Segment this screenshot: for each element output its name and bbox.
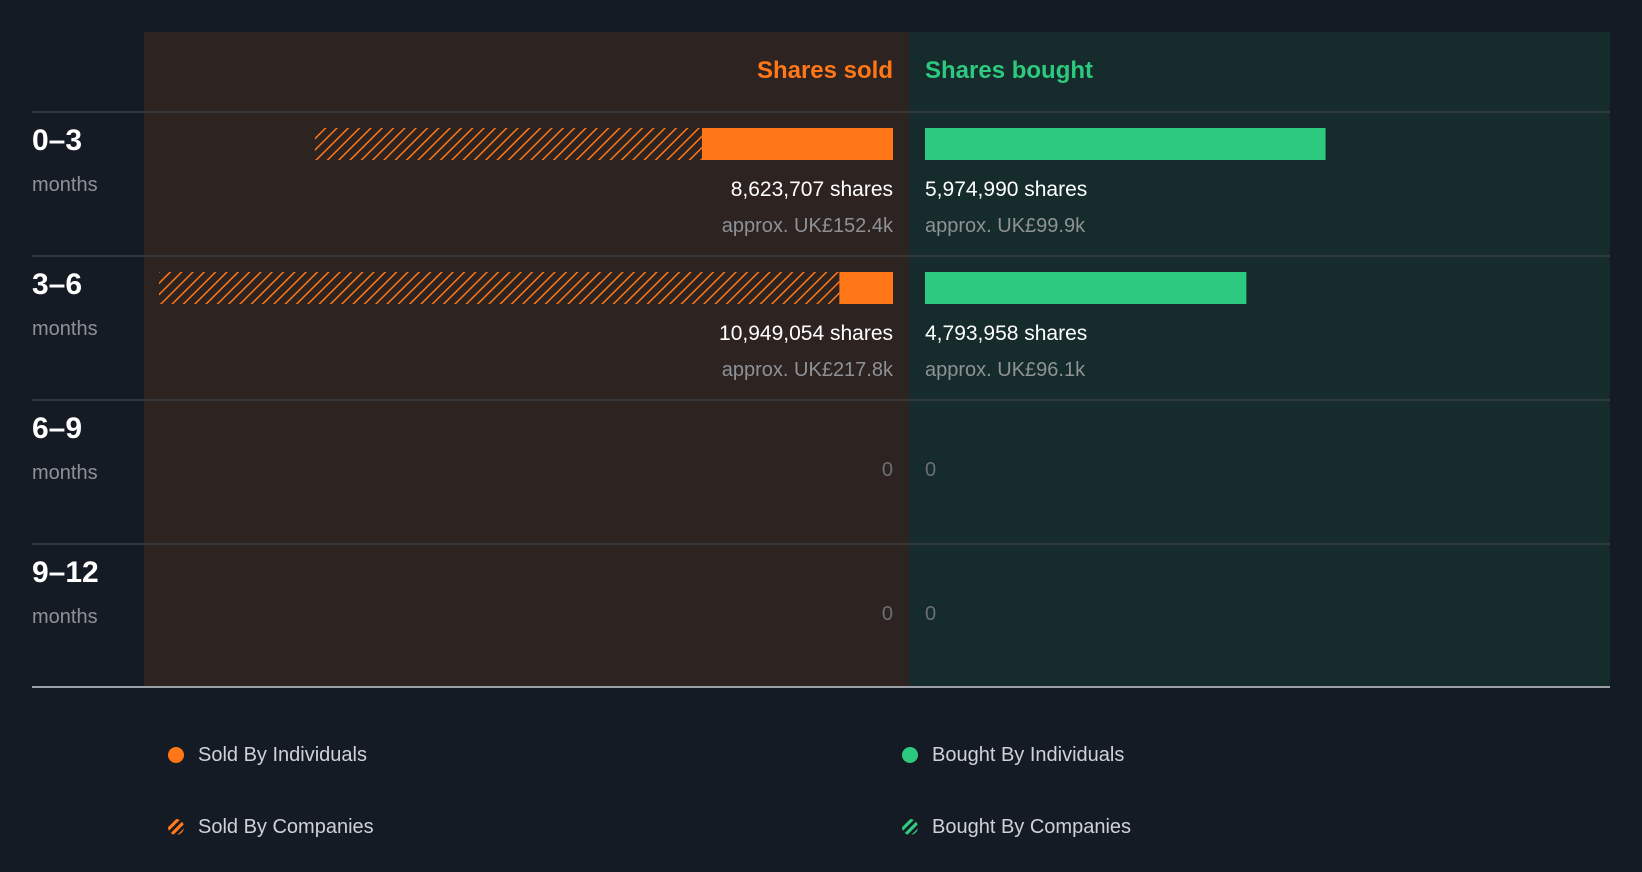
bought-header: Shares bought	[925, 57, 1093, 84]
period-label: 0–3	[32, 124, 82, 157]
legend-bought-companies: Bought By Companies	[902, 813, 1131, 841]
bought-zero-label: 0	[925, 603, 936, 625]
period-label: 3–6	[32, 268, 82, 301]
sold-header: Shares sold	[757, 57, 893, 84]
legend-sold-individuals: Sold By Individuals	[168, 741, 367, 769]
period-rows: 0–3 months 8,623,707 shares approx. UK£152.…	[32, 124, 1610, 628]
bought-value-label: approx. UK£99.9k	[925, 215, 1086, 237]
period-unit: months	[32, 462, 98, 484]
sold-zero-label: 0	[882, 603, 893, 625]
bought-individuals-legend-icon	[902, 747, 918, 763]
legend-label: Bought By Individuals	[932, 743, 1125, 766]
sold-value-label: approx. UK£152.4k	[722, 215, 894, 237]
period-unit: months	[32, 318, 98, 340]
legend-label: Bought By Companies	[932, 815, 1132, 838]
period-label: 6–9	[32, 412, 82, 445]
bought-individuals-bar	[925, 272, 1247, 304]
sold-individuals-bar	[701, 128, 893, 160]
period-unit: months	[32, 606, 98, 628]
sold-shares-label: 8,623,707 shares	[731, 178, 893, 201]
sold-companies-bar	[159, 272, 840, 304]
bought-companies-legend-icon	[902, 819, 918, 835]
bought-shares-label: 5,974,990 shares	[925, 178, 1087, 201]
sold-individuals-bar	[839, 272, 893, 304]
legend-sold-companies: Sold By Companies	[168, 813, 374, 841]
sold-shares-label: 10,949,054 shares	[719, 322, 893, 345]
sold-value-label: approx. UK£217.8k	[722, 359, 894, 381]
sold-companies-bar	[314, 128, 702, 160]
legend-label: Sold By Individuals	[198, 743, 367, 766]
bought-value-label: approx. UK£96.1k	[925, 359, 1086, 381]
legend-bought-individuals: Bought By Individuals	[902, 741, 1124, 769]
period-unit: months	[32, 174, 98, 196]
bought-zero-label: 0	[925, 459, 936, 481]
period-label: 9–12	[32, 556, 99, 589]
sold-individuals-legend-icon	[168, 747, 184, 763]
sold-zero-label: 0	[882, 459, 893, 481]
legend-label: Sold By Companies	[198, 815, 374, 838]
bought-shares-label: 4,793,958 shares	[925, 322, 1087, 345]
sold-companies-legend-icon	[168, 819, 184, 835]
bought-individuals-bar	[925, 128, 1326, 160]
